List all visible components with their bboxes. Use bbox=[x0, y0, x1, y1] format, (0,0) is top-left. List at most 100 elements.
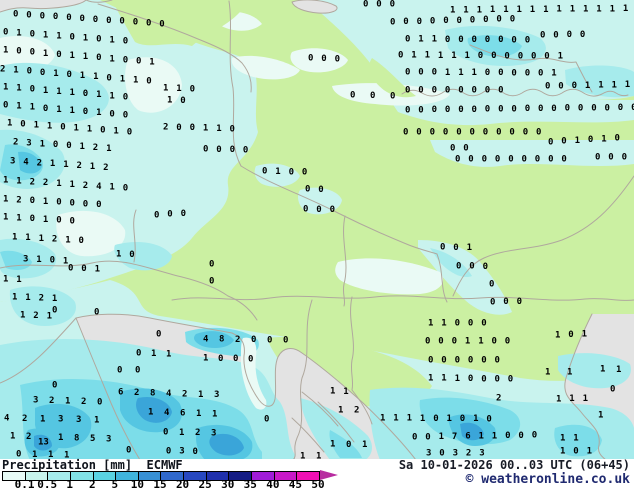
grid-value: 1 bbox=[16, 84, 21, 94]
grid-value: 0 bbox=[418, 86, 423, 96]
grid-value: 1 bbox=[106, 144, 111, 154]
grid-value: 0 bbox=[159, 19, 164, 29]
grid-value: 3 bbox=[23, 255, 28, 265]
grid-value: 0 bbox=[591, 103, 596, 113]
colorbar-segment bbox=[47, 472, 70, 480]
precip-grid-values: 0 0 0 0 0 0 0 0 0 0 0 00 1 0 1 1 0 1 0 1 01 0 0 1 0 1 1 0 1 0 0 12 1 0 0 1 0… bbox=[0, 0, 634, 460]
legend-model-label: ECMWF bbox=[146, 458, 183, 472]
grid-value: 0 bbox=[117, 366, 122, 376]
grid-value: 0 bbox=[180, 96, 185, 106]
grid-value: 2 bbox=[83, 181, 88, 191]
grid-value: 0 bbox=[572, 81, 577, 91]
grid-value: 0 bbox=[119, 17, 124, 27]
grid-value: 1 bbox=[438, 51, 443, 61]
grid-value: 0 bbox=[509, 128, 514, 138]
grid-value: 0 bbox=[390, 0, 395, 10]
legend-unit-label: [mm] bbox=[103, 458, 133, 472]
grid-value: 0 bbox=[508, 375, 513, 385]
grid-value: 0 bbox=[318, 185, 323, 195]
grid-value: 0 bbox=[106, 16, 111, 26]
forecast-datetime: Sa 10-01-2026 00..03 UTC (06+45) bbox=[398, 458, 630, 472]
grid-value: 0 bbox=[536, 128, 541, 138]
grid-value: 1 bbox=[48, 450, 53, 460]
grid-value: 0 bbox=[93, 15, 98, 25]
colorbar-segment bbox=[273, 472, 297, 480]
grid-value: 0 bbox=[97, 397, 102, 407]
grid-value: 0 bbox=[518, 431, 523, 441]
grid-value: 2 bbox=[134, 388, 139, 398]
grid-value: 0 bbox=[425, 337, 430, 347]
grid-value: 0 bbox=[561, 137, 566, 147]
grid-value: 0 bbox=[68, 264, 73, 274]
grid-value: 0 bbox=[443, 16, 448, 26]
grid-value: 0 bbox=[452, 337, 457, 347]
grid-value: 0 bbox=[316, 205, 321, 215]
grid-value: 2 bbox=[0, 65, 5, 75]
grid-value: 1 bbox=[56, 87, 61, 97]
grid-value: 0 bbox=[432, 68, 437, 78]
colorbar-segment bbox=[205, 472, 229, 480]
grid-value: 2 bbox=[22, 414, 27, 424]
grid-value: 1 bbox=[63, 160, 68, 170]
grid-value: 2 bbox=[93, 143, 98, 153]
grid-value: 1 bbox=[167, 96, 172, 106]
grid-value: 0 bbox=[498, 68, 503, 78]
grid-value: 0 bbox=[522, 155, 527, 165]
grid-value: 2 bbox=[37, 158, 42, 168]
colorbar-tick: 35 bbox=[243, 478, 257, 490]
grid-value: 1 bbox=[16, 213, 21, 223]
colorbar-tick: 30 bbox=[221, 478, 235, 490]
colorbar-segment bbox=[24, 472, 48, 480]
grid-value: 1 bbox=[393, 414, 398, 424]
grid-value: 1 bbox=[583, 394, 588, 404]
grid-value: 1 bbox=[65, 235, 70, 245]
grid-value: 1 bbox=[316, 452, 321, 461]
country-borders bbox=[0, 0, 634, 460]
grid-value: 1 bbox=[551, 69, 556, 79]
grid-value: 1 bbox=[25, 293, 30, 303]
grid-value: 1 bbox=[3, 275, 8, 285]
grid-value: 8 bbox=[219, 335, 224, 345]
grid-value: 1 bbox=[560, 447, 565, 457]
grid-value: 0 bbox=[441, 356, 446, 366]
grid-value: 3 bbox=[479, 449, 484, 459]
grid-value: 1 bbox=[467, 243, 472, 253]
grid-value: 1 bbox=[569, 394, 574, 404]
grid-value: 1 bbox=[7, 119, 12, 129]
grid-value: 1 bbox=[587, 447, 592, 457]
grid-value: 1 bbox=[596, 4, 601, 14]
grid-value: 1 bbox=[25, 233, 30, 243]
grid-value: 0 bbox=[468, 356, 473, 366]
grid-value: 0 bbox=[30, 214, 35, 224]
grid-value: 0 bbox=[548, 138, 553, 148]
colorbar-tick: 45 bbox=[288, 478, 303, 490]
grid-value: 0 bbox=[216, 145, 221, 155]
grid-value: 1 bbox=[109, 91, 114, 101]
colorbar-segment bbox=[137, 472, 161, 480]
grid-value: 0 bbox=[531, 52, 536, 62]
grid-value: 0 bbox=[146, 77, 151, 87]
grid-value: 6 bbox=[465, 432, 470, 442]
colorbar-segment bbox=[3, 472, 25, 480]
colorbar-tick: 0.1 bbox=[14, 478, 35, 490]
grid-value: 0 bbox=[40, 11, 45, 21]
grid-value: 0 bbox=[588, 135, 593, 145]
grid-value: 6 bbox=[118, 388, 123, 398]
grid-value: 0 bbox=[70, 199, 75, 209]
grid-value: 1 bbox=[558, 52, 563, 62]
grid-value: 0 bbox=[453, 243, 458, 253]
grid-value: 0 bbox=[376, 0, 381, 10]
grid-value: 0 bbox=[481, 356, 486, 366]
grid-value: 1 bbox=[545, 368, 550, 378]
grid-value: 0 bbox=[490, 298, 495, 308]
grid-value: 0 bbox=[96, 200, 101, 210]
grid-value: 1 bbox=[503, 5, 508, 15]
grid-value: 0 bbox=[631, 103, 634, 113]
grid-value: 1 bbox=[3, 213, 8, 223]
grid-value: 0 bbox=[218, 354, 223, 364]
grid-value: 0 bbox=[43, 104, 48, 114]
grid-value: 1 bbox=[52, 294, 57, 304]
grid-value: 4 bbox=[23, 157, 29, 167]
grid-value: 0 bbox=[81, 264, 86, 274]
